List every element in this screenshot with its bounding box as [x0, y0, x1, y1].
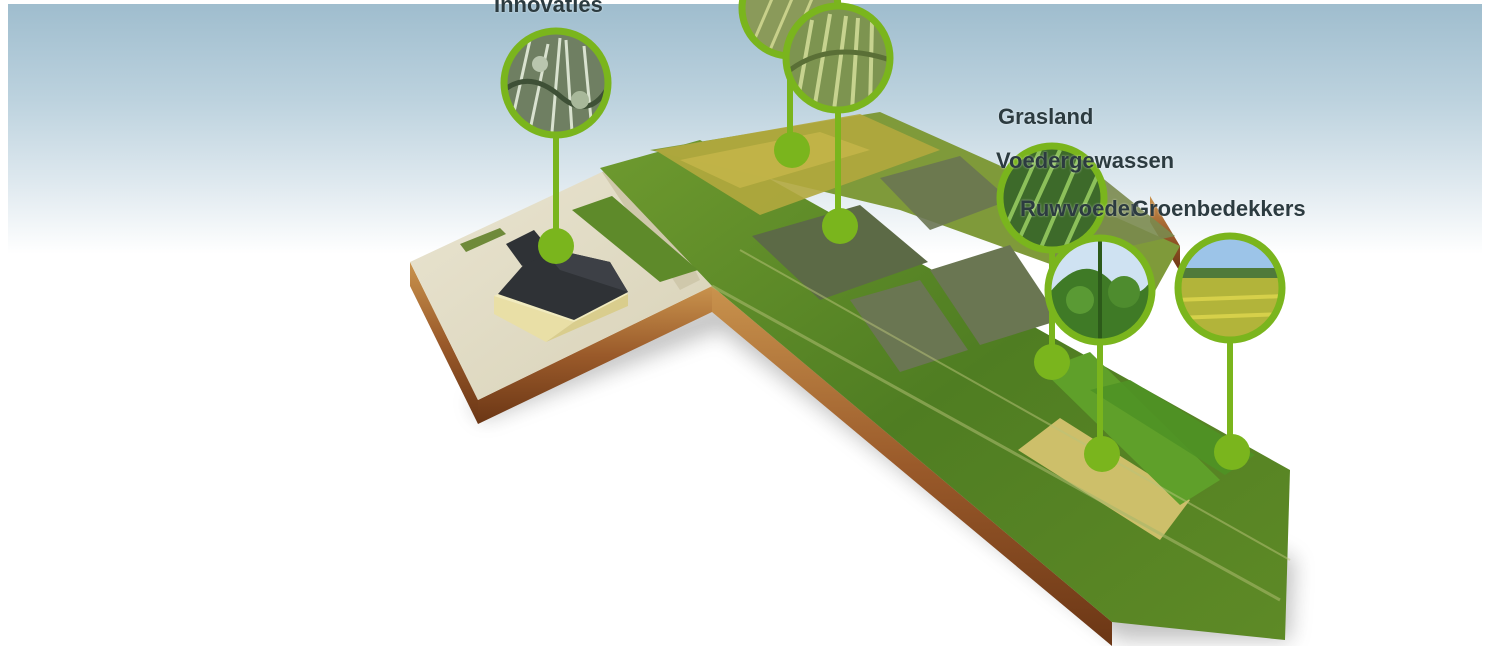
marker-innovaties[interactable]	[500, 27, 612, 264]
fields[interactable]	[572, 112, 1291, 640]
farm-building[interactable]	[460, 228, 628, 342]
marker-wheat-2[interactable]	[782, 2, 894, 244]
soil-slab	[410, 196, 1180, 646]
marker-ruwvoeder[interactable]	[1044, 234, 1156, 472]
label-groenbedekkers[interactable]: Groenbedekkers	[1132, 196, 1306, 221]
label-ruwvoeder[interactable]: Ruwvoeder	[1020, 196, 1139, 221]
label-innovaties[interactable]: Innovaties	[494, 0, 603, 17]
marker-groenbedekkers[interactable]	[1174, 232, 1286, 470]
label-grasland[interactable]: Grasland	[998, 104, 1094, 129]
label-voedergewassen[interactable]: Voedergewassen	[996, 148, 1175, 173]
